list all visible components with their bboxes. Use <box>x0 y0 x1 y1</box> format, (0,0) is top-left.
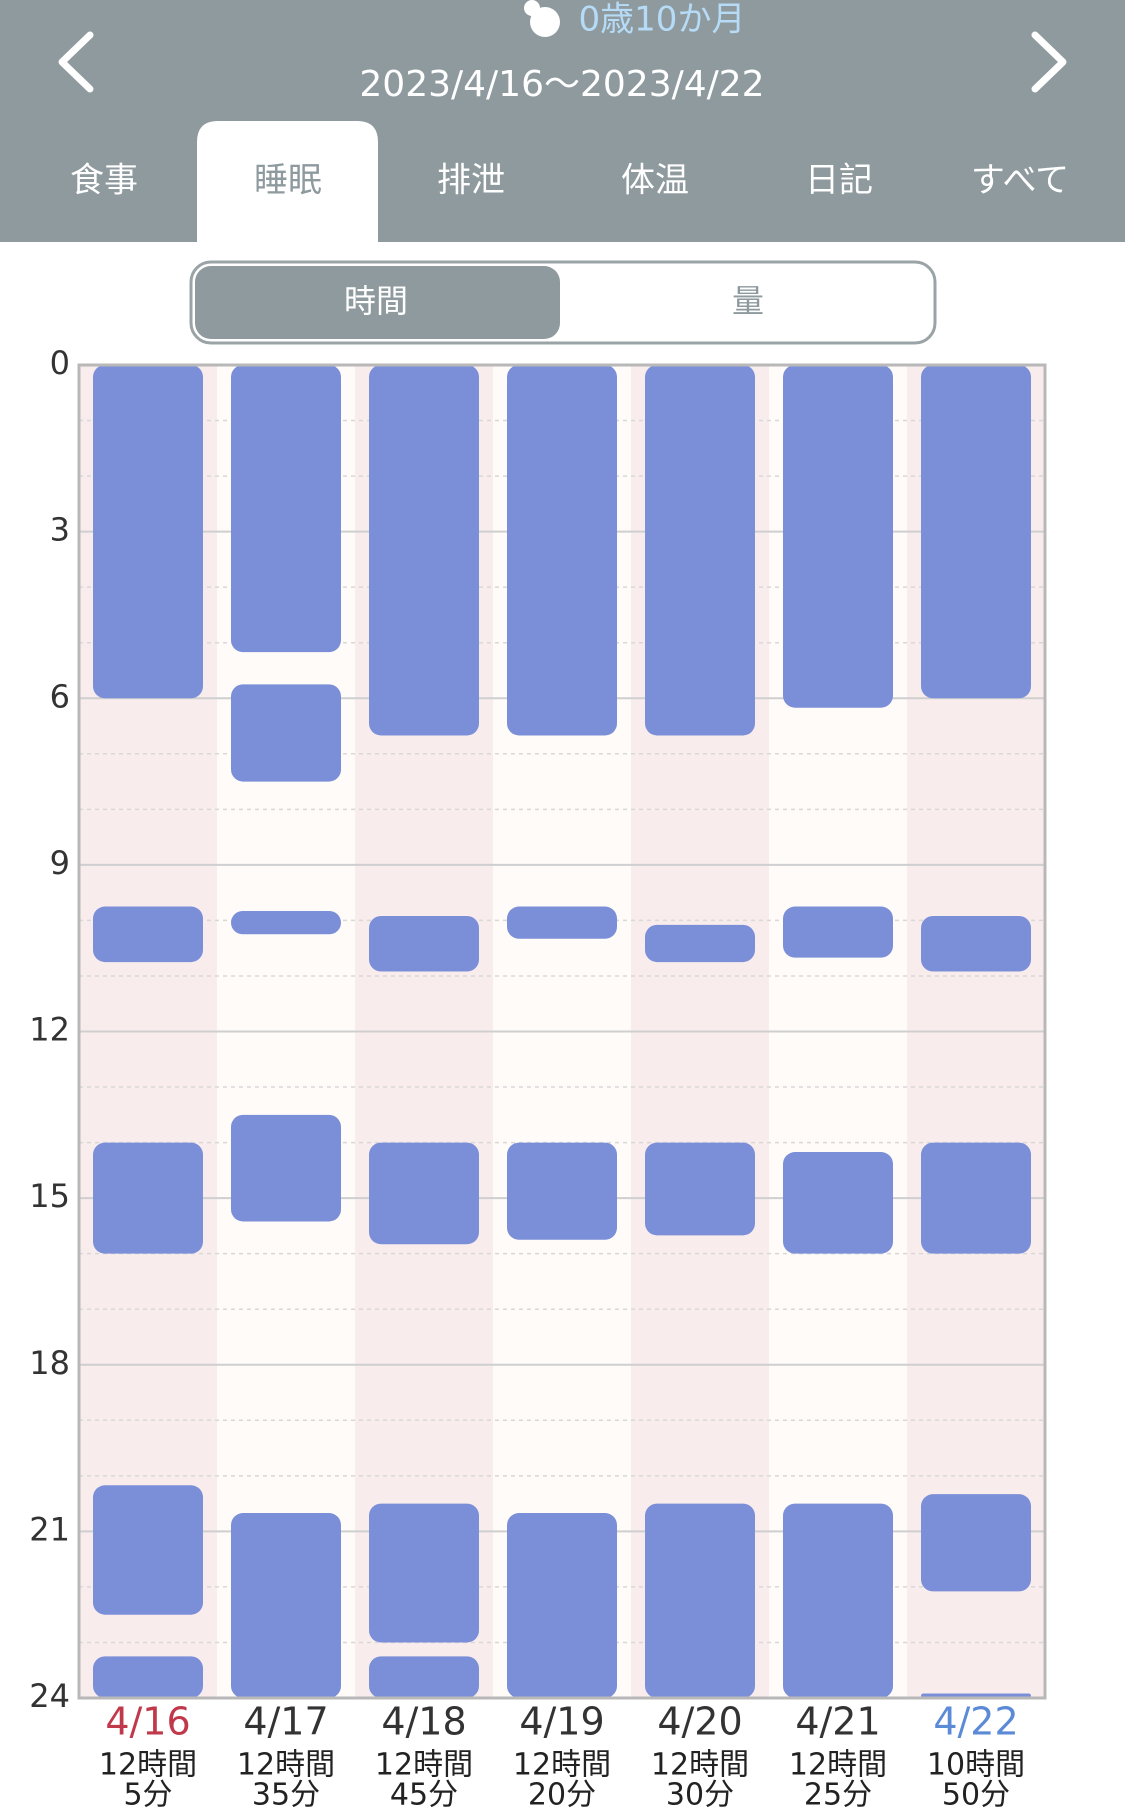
sleep-bar <box>231 910 341 935</box>
summary-minutes: 5分 <box>123 1778 172 1813</box>
y-tick-label: 6 <box>50 677 70 715</box>
x-tick-label: 4/22 <box>933 1700 1018 1744</box>
tab[interactable]: 排泄 <box>437 161 505 201</box>
sleep-bar <box>93 906 203 963</box>
tab[interactable]: 睡眠 <box>254 161 322 201</box>
x-tick-label: 4/16 <box>105 1700 190 1744</box>
summary-hours: 12時間 <box>375 1748 473 1783</box>
tab[interactable]: すべて <box>971 161 1069 201</box>
sleep-bar <box>507 365 617 736</box>
sleep-bar <box>231 1114 341 1222</box>
summary-minutes: 50分 <box>942 1778 1010 1813</box>
toggle-option[interactable]: 量 <box>732 282 764 320</box>
x-tick-label: 4/18 <box>381 1700 466 1744</box>
sleep-bar <box>645 1503 755 1698</box>
sleep-bar <box>507 1513 617 1698</box>
plot-frame <box>77 363 1047 1700</box>
x-tick-label: 4/17 <box>243 1700 328 1744</box>
y-tick-label: 18 <box>29 1344 70 1382</box>
sleep-bar <box>369 1142 479 1245</box>
toggle-active <box>195 266 560 339</box>
tab[interactable]: 日記 <box>805 161 873 201</box>
x-tick-label: 4/20 <box>657 1700 742 1744</box>
y-tick-label: 12 <box>29 1011 70 1049</box>
date-range: 2023/4/16〜2023/4/22 <box>359 64 764 105</box>
summary-minutes: 45分 <box>390 1778 458 1813</box>
duck-icon <box>524 0 560 37</box>
sleep-bar <box>231 684 341 782</box>
y-tick-label: 3 <box>50 511 70 549</box>
next-button[interactable] <box>1031 31 1067 93</box>
tab[interactable]: 体温 <box>621 161 689 201</box>
sleep-bar <box>783 1152 893 1254</box>
sleep-bar <box>507 906 617 939</box>
summary-minutes: 35分 <box>252 1778 320 1813</box>
sleep-bar <box>507 1142 617 1240</box>
tab[interactable]: 食事 <box>70 161 138 201</box>
summary-hours: 12時間 <box>99 1748 197 1783</box>
sleep-bar <box>783 906 893 958</box>
active-tab-bg <box>197 121 378 242</box>
summary-minutes: 20分 <box>528 1778 596 1813</box>
x-tick-label: 4/21 <box>795 1700 880 1744</box>
age: 0歳10か月 <box>579 0 746 40</box>
sleep-bar <box>93 1142 203 1254</box>
y-tick-label: 9 <box>50 844 70 882</box>
sleep-bar <box>369 365 479 736</box>
y-tick-label: 21 <box>29 1510 70 1548</box>
sleep-bar <box>921 1494 1031 1592</box>
summary-hours: 12時間 <box>789 1748 887 1783</box>
x-tick-label: 4/19 <box>519 1700 604 1744</box>
y-tick-label: 24 <box>29 1677 70 1715</box>
summary-hours: 12時間 <box>513 1748 611 1783</box>
summary-hours: 12時間 <box>651 1748 749 1783</box>
sleep-bar <box>645 365 755 736</box>
sleep-bar <box>231 365 341 653</box>
sleep-bar <box>645 1142 755 1236</box>
summary-minutes: 25分 <box>804 1778 872 1813</box>
sleep-bar <box>369 915 479 972</box>
sleep-bar <box>645 924 755 963</box>
header-bg <box>0 0 1125 242</box>
summary-minutes: 30分 <box>666 1778 734 1813</box>
y-tick-label: 0 <box>50 344 70 382</box>
toggle-option[interactable]: 時間 <box>344 282 408 320</box>
sleep-bar <box>921 365 1031 699</box>
summary-hours: 10時間 <box>927 1748 1025 1783</box>
summary-hours: 12時間 <box>237 1748 335 1783</box>
sleep-bar <box>231 1513 341 1698</box>
prev-button[interactable] <box>58 31 94 93</box>
y-tick-label: 15 <box>29 1177 70 1215</box>
sleep-bar <box>93 1656 203 1698</box>
sleep-bar <box>369 1503 479 1643</box>
sleep-bar <box>369 1656 479 1698</box>
sleep-bar <box>93 365 203 699</box>
sleep-bar <box>921 915 1031 972</box>
sleep-bar <box>93 1485 203 1615</box>
sleep-bar <box>921 1142 1031 1254</box>
sleep-bar <box>783 1503 893 1698</box>
sleep-bar <box>783 365 893 708</box>
